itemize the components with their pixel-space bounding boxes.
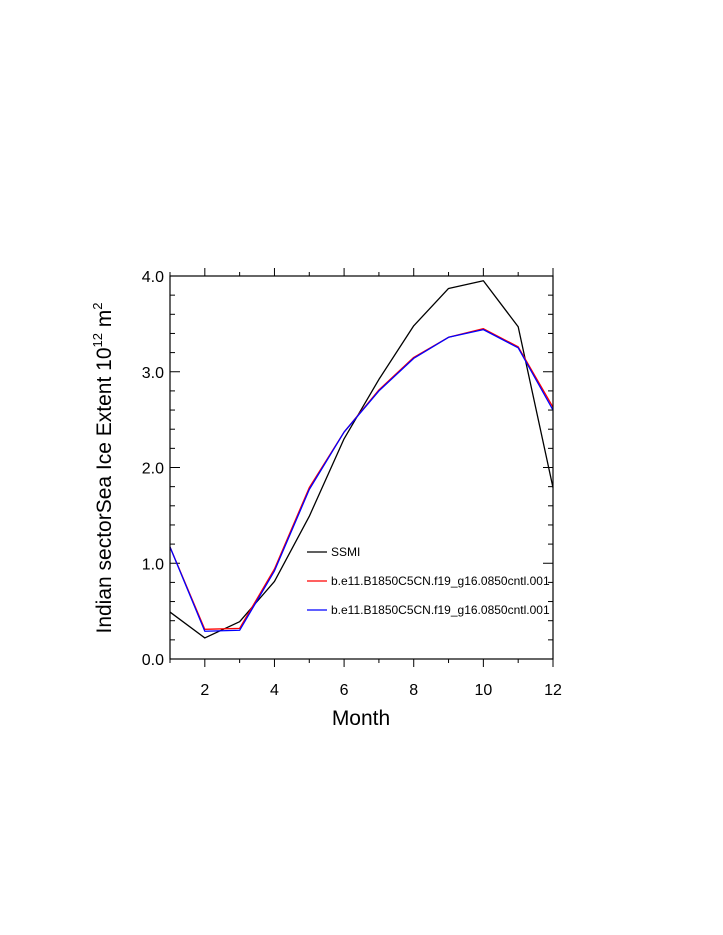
plot-frame	[169, 275, 554, 660]
legend-label: b.e11.B1850C5CN.f19_g16.0850cntl.001	[331, 574, 550, 588]
y-tick-label: 2.0	[142, 461, 164, 478]
x-tick-label: 4	[270, 682, 279, 699]
series-lines	[169, 280, 554, 639]
x-tick-label: 6	[340, 682, 349, 699]
y-axis-label: Indian sectorSea Ice Extent 1012 m2	[90, 302, 116, 633]
legend: SSMI b.e11.B1850C5CN.f19_g16.0850cntl.001…	[307, 545, 550, 617]
legend-label: b.e11.B1850C5CN.f19_g16.0850cntl.001	[331, 603, 550, 617]
series-line-1	[169, 280, 554, 639]
legend-label: SSMI	[331, 545, 360, 559]
x-tick-label: 2	[200, 682, 209, 699]
y-axis-label-exponent: 12	[90, 333, 105, 347]
tick-labels: 2 4 6 8 10 12 0.0 1.0 2.0 3.0 4.0	[142, 269, 562, 699]
x-tick-label: 12	[544, 682, 562, 699]
y-axis-label-unit-exponent: 2	[90, 302, 105, 309]
y-tick-label: 1.0	[142, 556, 164, 573]
y-tick-label: 0.0	[142, 652, 164, 669]
y-axis-label-unit: m	[93, 310, 116, 333]
y-tick-label: 4.0	[142, 269, 164, 286]
x-tick-label: 8	[409, 682, 418, 699]
x-axis-label: Month	[332, 707, 390, 730]
y-axis-label-main: Indian sectorSea Ice Extent 10	[93, 348, 116, 634]
y-tick-label: 3.0	[142, 365, 164, 382]
x-tick-label: 10	[474, 682, 492, 699]
series-line-3	[169, 328, 554, 632]
